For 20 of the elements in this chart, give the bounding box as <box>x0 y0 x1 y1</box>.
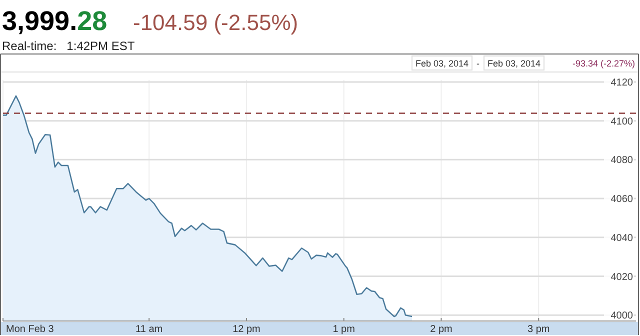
x-tick-label: 2 pm <box>430 324 452 335</box>
x-tick-label: 11 am <box>136 324 163 335</box>
y-tick-label: 4040 <box>610 232 634 244</box>
x-tick-label: Mon Feb 3 <box>6 324 54 335</box>
text: Feb 03, 2014 <box>415 58 469 68</box>
chart-subtitle: -104.59 (-2.55%) <box>133 10 298 35</box>
x-tick-label: 1 pm <box>332 324 355 335</box>
y-tick-label: 4020 <box>610 272 634 283</box>
text: Real-time: 1:42PM EST <box>2 39 136 53</box>
x-tick-label: 3 pm <box>528 324 550 335</box>
text: - <box>476 58 480 68</box>
chart-title: 3,999.28 <box>2 6 108 36</box>
text: -93.34 (-2.27%) <box>572 58 635 68</box>
x-tick-label: 12 pm <box>232 324 260 335</box>
y-tick-label: 4060 <box>610 194 634 206</box>
y-tick-label: 4120 <box>610 77 634 88</box>
y-tick-label: 4100 <box>610 116 634 128</box>
y-tick-label: 4000 <box>610 310 634 322</box>
text: Feb 03, 2014 <box>487 58 541 68</box>
y-tick-label: 4080 <box>610 155 634 166</box>
